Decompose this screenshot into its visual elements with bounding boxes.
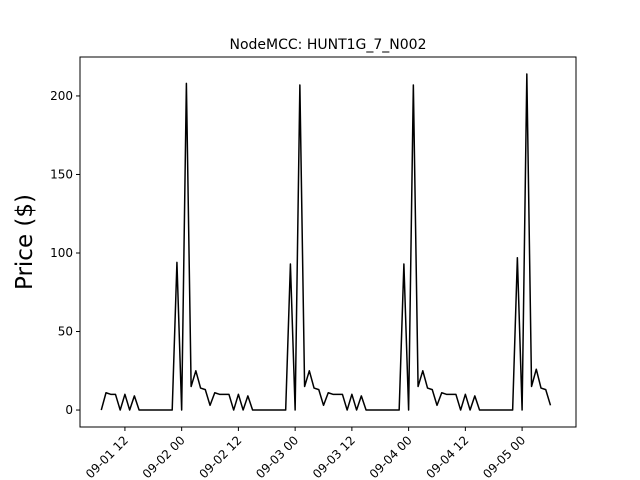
y-tick-label: 50 — [58, 325, 73, 339]
y-axis-label: Price ($) — [12, 194, 38, 290]
y-tick-label: 150 — [50, 167, 73, 181]
axes-frame — [79, 56, 577, 428]
price-line — [100, 73, 552, 411]
y-tick-label: 100 — [50, 246, 73, 260]
chart-title: NodeMCC: HUNT1G_7_N002 — [230, 37, 427, 53]
y-tick-label: 200 — [50, 89, 73, 103]
y-tick-label: 0 — [65, 403, 73, 417]
